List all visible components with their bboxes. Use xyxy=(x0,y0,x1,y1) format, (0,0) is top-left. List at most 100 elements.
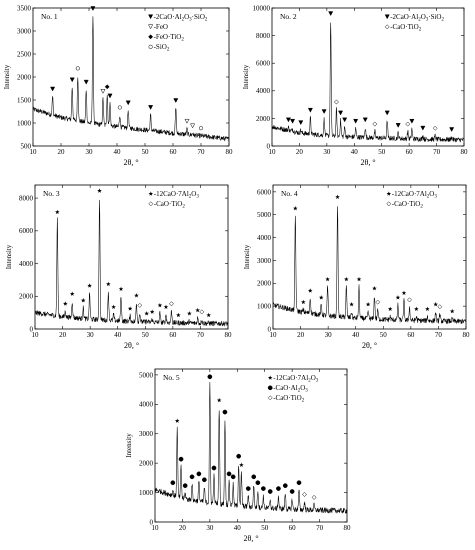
legend-symbol-circle-open xyxy=(148,44,153,49)
x-tick-label: 60 xyxy=(169,331,177,339)
x-tick-label: 60 xyxy=(289,524,297,532)
y-tick-label: 4000 xyxy=(19,260,34,268)
x-tick-label: 70 xyxy=(433,148,441,156)
peak-marker-star xyxy=(301,299,306,305)
peak-marker-star xyxy=(372,286,377,291)
peak-marker-circle-filled xyxy=(207,374,213,380)
x-tick-label: 40 xyxy=(114,148,122,156)
legend-entry: -CaO·TiO2 xyxy=(390,23,422,33)
xrd-pattern-line xyxy=(154,382,348,514)
xrd-panel-2: 10 20 30 40 50 60 70 80 0 2000 4000 6000 8000 10000 2θ… xyxy=(242,4,468,167)
y-tick-label: 0 xyxy=(267,142,271,150)
panel-label: No. 5 xyxy=(163,373,180,382)
y-tick-label: 5000 xyxy=(139,371,154,379)
x-tick-label: 30 xyxy=(86,148,94,156)
plot-frame xyxy=(272,184,467,330)
peak-marker-triangle-filled xyxy=(125,100,131,106)
peak-marker-star xyxy=(307,288,313,293)
x-tick-label: 80 xyxy=(226,148,234,156)
peak-marker-star xyxy=(69,291,75,296)
peak-marker-star xyxy=(433,302,438,307)
peak-marker-circle-filled xyxy=(196,471,202,477)
peak-marker-circle-filled xyxy=(226,471,232,477)
x-tick-label: 30 xyxy=(325,331,333,339)
y-tick-label: 2000 xyxy=(257,280,272,288)
x-tick-label: 70 xyxy=(197,331,205,339)
x-tick-label: 10 xyxy=(30,148,38,156)
legend-entry: -2CaO·Al2O3·SiO2 xyxy=(390,13,444,23)
panel-label: No. 1 xyxy=(41,12,58,21)
peak-marker-diamond-open xyxy=(432,125,438,131)
x-tick-label: 30 xyxy=(323,148,331,156)
x-tick-label: 60 xyxy=(406,148,414,156)
y-axis-label: Intensity xyxy=(5,244,13,269)
legend-entry: -CaO·TiO2 xyxy=(392,200,424,210)
y-tick-label: 4000 xyxy=(256,87,271,95)
peak-marker-star xyxy=(144,311,149,316)
x-tick-label: 50 xyxy=(142,331,150,339)
peak-marker-diamond-open xyxy=(405,121,411,127)
y-axis-label: Intensity xyxy=(125,433,133,458)
plot-frame xyxy=(154,368,348,523)
legend-entry: -FeO xyxy=(154,23,168,31)
legend-entry: -12CaO·7Al2O3 xyxy=(154,190,200,200)
peak-marker-star xyxy=(187,311,192,316)
legend-entry: -CaO·TiO2 xyxy=(273,394,305,404)
peak-marker-star xyxy=(206,312,211,318)
y-axis-label: Intensity xyxy=(243,244,251,269)
x-tick-label: 80 xyxy=(463,331,471,339)
peak-marker-star xyxy=(111,304,116,309)
x-axis-label: 2θ, ° xyxy=(360,158,375,167)
y-tick-label: 0 xyxy=(150,518,154,526)
x-tick-label: 80 xyxy=(461,148,469,156)
peak-marker-star xyxy=(157,302,163,308)
peak-marker-star xyxy=(365,302,371,307)
peak-marker-star xyxy=(163,304,169,309)
peak-marker-triangle-filled xyxy=(298,120,304,126)
peak-marker-diamond-open xyxy=(199,309,205,315)
peak-marker-triangle-filled xyxy=(449,127,455,133)
panel-label: No. 3 xyxy=(43,189,60,198)
plot-frame xyxy=(271,7,465,147)
x-tick-label: 40 xyxy=(352,331,360,339)
peak-marker-circle-open xyxy=(75,66,80,71)
peak-marker-diamond-open xyxy=(169,301,174,307)
y-tick-label: 0 xyxy=(268,325,272,333)
legend-entry: -CaO·Al2O3 xyxy=(273,384,308,394)
legend-symbol-diamond-open xyxy=(386,201,392,207)
peak-marker-triangle-filled xyxy=(384,110,390,116)
xrd-pattern-line xyxy=(271,22,465,143)
peak-marker-star xyxy=(318,295,324,300)
peak-marker-diamond-open xyxy=(311,494,317,500)
x-tick-label: 40 xyxy=(114,331,122,339)
x-tick-label: 80 xyxy=(344,524,352,532)
peak-marker-circle-open xyxy=(198,126,204,131)
legend-symbol-triangle-open xyxy=(148,24,154,30)
xrd-panel-4: 10 20 30 40 50 60 70 80 0 1000 2000 3000 4000 5000 600… xyxy=(243,184,471,350)
peak-marker-star xyxy=(401,290,407,295)
x-tick-label: 40 xyxy=(234,524,242,532)
peak-marker-circle-filled xyxy=(267,489,273,494)
y-tick-label: 6000 xyxy=(257,188,272,196)
peak-marker-triangle-filled xyxy=(307,107,313,113)
peak-marker-circle-filled xyxy=(222,409,228,415)
peak-marker-circle-filled xyxy=(189,474,195,480)
peak-marker-star xyxy=(87,283,92,288)
legend-symbol-diamond-open xyxy=(148,201,154,207)
legend-symbol-circle-filled xyxy=(267,385,273,391)
peak-marker-triangle-open xyxy=(100,89,106,94)
legend-symbol-diamond-open xyxy=(384,24,390,30)
x-axis-label: 2θ, ° xyxy=(243,534,258,543)
x-tick-label: 70 xyxy=(435,331,443,339)
peak-marker-triangle-filled xyxy=(342,117,348,123)
y-tick-label: 500 xyxy=(21,142,32,150)
peak-marker-star xyxy=(349,302,354,307)
peak-marker-circle-filled xyxy=(236,453,242,459)
panel-label: No. 2 xyxy=(280,12,297,21)
x-tick-label: 60 xyxy=(407,331,415,339)
x-tick-label: 20 xyxy=(58,148,66,156)
x-axis-label: 2θ, ° xyxy=(123,158,138,167)
xrd-pattern-line xyxy=(34,199,229,327)
y-tick-label: 2000 xyxy=(256,115,271,123)
